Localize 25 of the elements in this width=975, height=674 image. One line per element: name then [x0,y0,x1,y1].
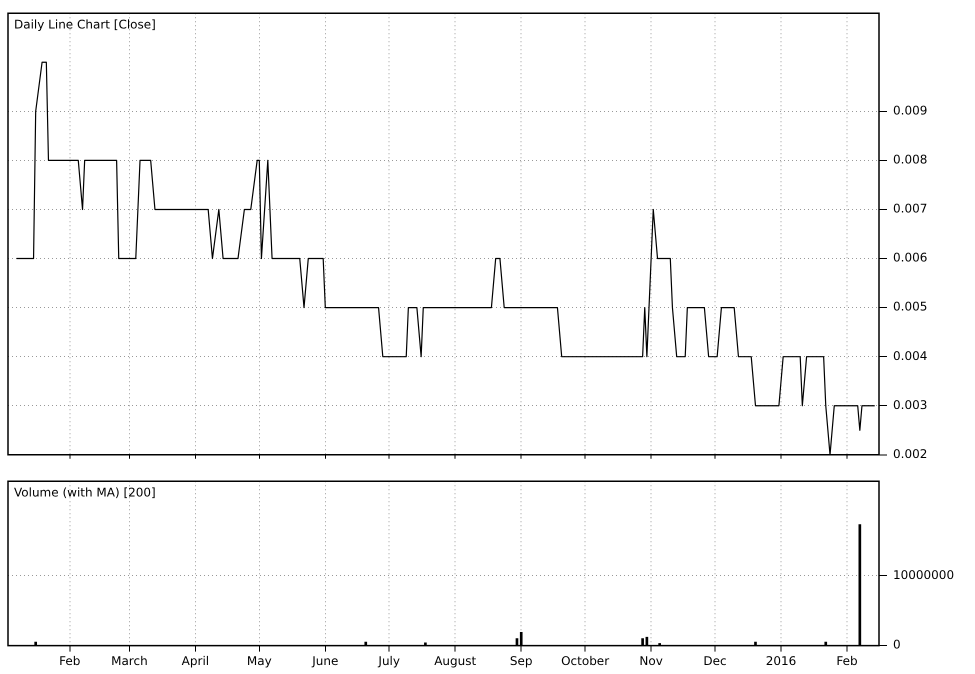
y-tick-label: 0.004 [893,348,928,363]
y-tick-label: 0.006 [893,250,928,265]
y-tick-label: 0.008 [893,152,928,167]
x-tick-label: March [111,654,148,668]
y-tick-label: 0.003 [893,398,928,412]
x-tick-label: June [311,654,338,668]
y-tick-label: 0.002 [893,446,928,461]
x-tick-label: October [561,654,610,668]
x-tick-label: May [246,654,272,668]
x-tick-label: Sep [510,654,533,668]
y-tick-label: 0.009 [893,103,928,118]
x-tick-label: Nov [639,654,663,668]
y-tick-label: 0 [893,638,901,652]
x-tick-label: Dec [703,654,727,668]
y-tick-label: 0.007 [893,202,928,216]
x-tick-label: April [182,654,210,668]
y-tick-label: 10000000 [893,568,954,582]
chart-title: Volume (with MA) [200] [14,485,156,500]
x-tick-label: 2016 [766,654,796,668]
y-tick-label: 0.005 [893,300,928,314]
x-tick-label: August [434,654,476,668]
x-tick-label: Feb [59,654,80,668]
chart-title: Daily Line Chart [Close] [14,17,156,32]
x-tick-label: Feb [836,654,858,668]
x-tick-label: July [377,654,400,668]
